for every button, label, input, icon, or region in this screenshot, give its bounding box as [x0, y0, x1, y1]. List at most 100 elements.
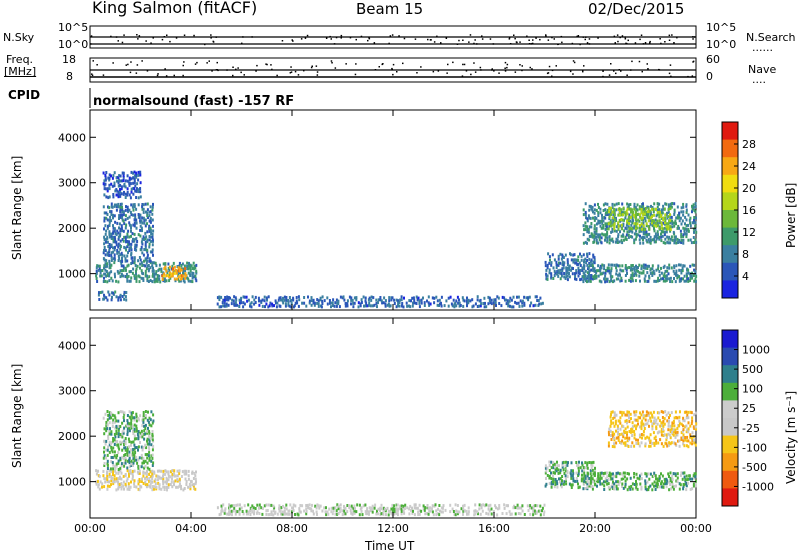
- data-cell: [631, 277, 634, 281]
- data-cell: [117, 259, 120, 262]
- data-cell: [647, 219, 650, 223]
- data-cell: [514, 506, 517, 510]
- data-cell: [118, 174, 121, 178]
- data-cell: [174, 279, 177, 283]
- data-cell: [399, 298, 402, 302]
- data-cell: [678, 215, 680, 219]
- data-cell: [592, 253, 595, 257]
- data-cell: [165, 274, 168, 278]
- data-cell: [130, 213, 133, 217]
- data-cell: [171, 477, 173, 481]
- data-cell: [586, 275, 589, 279]
- data-cell: [146, 473, 148, 477]
- data-cell: [163, 485, 166, 489]
- data-cell: [606, 230, 609, 234]
- data-cell: [281, 299, 284, 303]
- data-cell: [614, 422, 617, 426]
- data-cell: [129, 182, 132, 186]
- data-cell: [139, 170, 142, 174]
- data-cell: [364, 304, 367, 308]
- data-cell: [111, 295, 113, 299]
- data-cell: [640, 208, 643, 211]
- data-cell: [142, 272, 144, 276]
- data-cell: [653, 202, 656, 206]
- data-cell: [383, 296, 386, 300]
- data-cell: [646, 215, 649, 219]
- data-cell: [387, 513, 390, 517]
- nsky-point: [445, 37, 448, 39]
- data-cell: [657, 223, 659, 227]
- data-cell: [107, 176, 110, 180]
- data-cell: [127, 210, 130, 214]
- data-cell: [671, 485, 674, 489]
- data-cell: [146, 240, 149, 244]
- data-cell: [108, 413, 111, 417]
- data-cell: [103, 439, 106, 443]
- data-cell: [185, 480, 188, 483]
- data-cell: [592, 472, 595, 476]
- data-cell: [615, 272, 618, 276]
- data-cell: [142, 277, 145, 281]
- data-cell: [618, 472, 621, 476]
- data-cell: [550, 485, 553, 489]
- data-cell: [673, 210, 676, 214]
- data-cell: [174, 474, 177, 478]
- data-cell: [485, 503, 488, 507]
- data-cell: [178, 261, 181, 265]
- data-cell: [624, 274, 627, 277]
- nsky-point: [551, 36, 553, 39]
- data-cell: [110, 234, 113, 238]
- data-cell: [587, 472, 589, 476]
- data-cell: [111, 184, 114, 188]
- data-cell: [501, 512, 504, 515]
- nsky-point: [528, 39, 530, 41]
- data-cell: [103, 297, 105, 301]
- data-cell: [682, 428, 685, 432]
- data-cell: [367, 303, 370, 307]
- freq-point: [521, 65, 523, 67]
- data-cell: [590, 232, 593, 236]
- freq-point: [164, 68, 166, 70]
- data-cell: [426, 299, 428, 303]
- data-cell: [663, 417, 666, 421]
- data-cell: [629, 219, 632, 223]
- data-cell: [547, 252, 550, 256]
- data-cell: [592, 277, 594, 281]
- data-cell: [346, 504, 349, 507]
- data-cell: [588, 238, 591, 242]
- data-cell: [628, 430, 631, 433]
- data-cell: [647, 279, 650, 283]
- data-cell: [258, 303, 261, 307]
- data-cell: [135, 226, 138, 230]
- data-cell: [624, 235, 627, 239]
- data-cell: [145, 446, 148, 450]
- data-cell: [509, 512, 512, 516]
- data-cell: [487, 504, 490, 508]
- data-cell: [692, 482, 695, 486]
- data-cell: [571, 272, 574, 276]
- data-cell: [669, 280, 672, 283]
- data-cell: [644, 436, 647, 440]
- data-cell: [646, 234, 649, 238]
- data-cell: [530, 506, 533, 510]
- data-cell: [611, 487, 614, 490]
- data-cell: [518, 506, 521, 510]
- data-cell: [678, 419, 681, 423]
- data-cell: [566, 469, 569, 473]
- data-cell: [635, 442, 638, 445]
- data-cell: [113, 184, 116, 188]
- data-cell: [120, 477, 123, 481]
- data-cell: [431, 504, 434, 508]
- data-cell: [108, 183, 111, 187]
- data-cell: [591, 205, 594, 209]
- data-cell: [660, 208, 663, 212]
- data-cell: [110, 263, 113, 267]
- data-cell: [595, 269, 598, 273]
- data-cell: [189, 263, 192, 267]
- data-cell: [189, 269, 192, 273]
- data-cell: [126, 451, 129, 454]
- data-cell: [689, 274, 692, 278]
- freq-point: [91, 73, 93, 75]
- freq-point: [125, 64, 127, 66]
- data-cell: [105, 270, 108, 273]
